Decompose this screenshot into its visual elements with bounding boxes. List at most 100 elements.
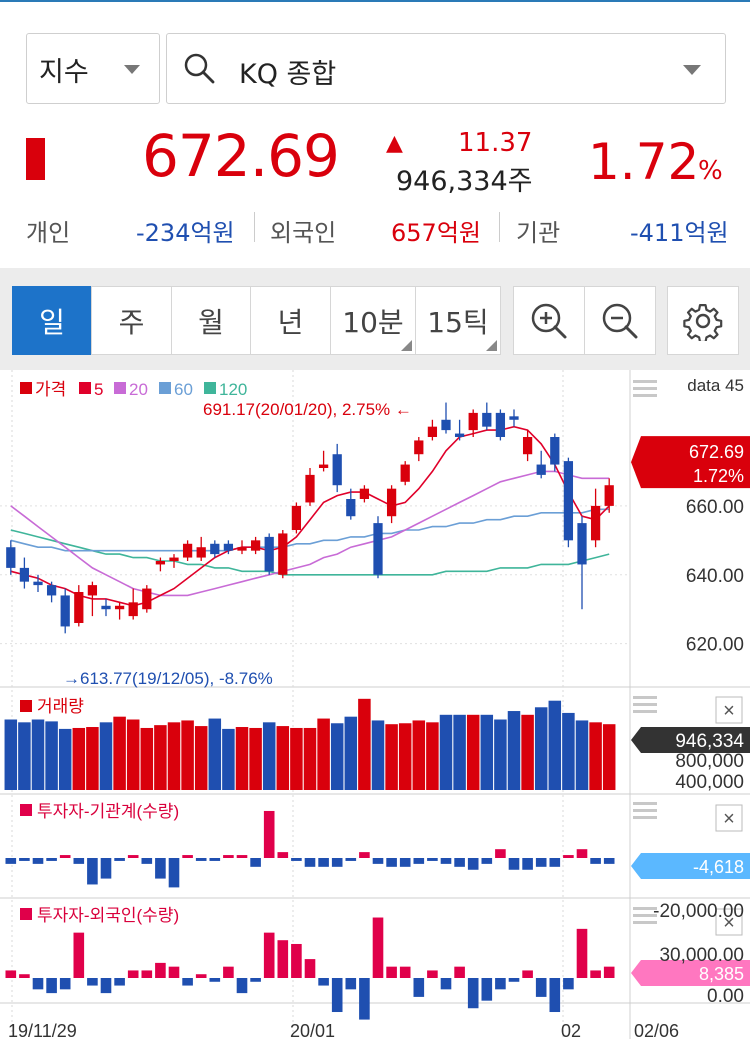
volume-bar[interactable] (262, 722, 276, 790)
investor-bar[interactable] (454, 858, 465, 867)
drag-handle-icon[interactable] (633, 921, 657, 924)
candle-body[interactable] (373, 523, 383, 575)
volume-bar[interactable] (398, 723, 412, 790)
investor-bar[interactable] (481, 858, 493, 864)
volume-bar[interactable] (45, 721, 58, 790)
investor-bar[interactable] (46, 858, 57, 861)
investor-bar[interactable] (127, 970, 139, 978)
investor-bar[interactable] (372, 858, 384, 864)
volume-bar[interactable] (371, 720, 385, 790)
investor-bar[interactable] (223, 855, 234, 858)
candle-body[interactable] (33, 581, 43, 586)
volume-bar[interactable] (276, 726, 290, 790)
volume-bar[interactable] (126, 719, 140, 791)
volume-bar[interactable] (154, 725, 167, 790)
investor-bar[interactable] (59, 855, 71, 858)
investor-bar[interactable] (590, 970, 601, 978)
candle-body[interactable] (223, 543, 234, 551)
investor-bar[interactable] (318, 858, 329, 867)
investor-bar[interactable] (549, 858, 561, 867)
investor-bar[interactable] (100, 978, 112, 994)
drag-handle-icon[interactable] (633, 387, 657, 390)
investor-bar[interactable] (168, 966, 180, 978)
volume-bar[interactable] (303, 727, 317, 790)
investor-bar[interactable] (563, 978, 574, 990)
investor-bar[interactable] (87, 858, 98, 885)
candle-body[interactable] (142, 588, 152, 610)
tab-day[interactable]: 일 (12, 286, 92, 355)
candle-body[interactable] (482, 412, 492, 427)
investor-bar[interactable] (195, 858, 207, 861)
volume-bar[interactable] (249, 727, 262, 790)
investor-bar[interactable] (250, 858, 261, 867)
investor-bar[interactable] (209, 858, 221, 861)
investor-bar[interactable] (372, 917, 384, 978)
volume-bar[interactable] (494, 719, 507, 791)
candle-body[interactable] (46, 585, 57, 596)
investor-bar[interactable] (535, 858, 547, 867)
investor-bar[interactable] (427, 858, 438, 861)
volume-bar[interactable] (194, 726, 208, 790)
candle-body[interactable] (577, 523, 587, 565)
candle-body[interactable] (101, 605, 111, 610)
close-volume-button[interactable] (715, 696, 743, 724)
investor-bar[interactable] (440, 858, 452, 864)
investor-bar[interactable] (359, 978, 370, 1020)
volume-bar[interactable] (426, 722, 439, 790)
investor-bar[interactable] (304, 858, 316, 867)
volume-bar[interactable] (534, 707, 548, 790)
volume-bar[interactable] (521, 714, 534, 790)
investor-bar[interactable] (603, 966, 615, 978)
investor-bar[interactable] (155, 962, 166, 978)
investor-bar[interactable] (114, 858, 125, 861)
candle-body[interactable] (400, 464, 410, 482)
investor-bar[interactable] (413, 858, 425, 864)
tab-month[interactable]: 월 (171, 286, 251, 355)
investor-bar[interactable] (195, 974, 207, 978)
volume-bar[interactable] (358, 698, 371, 790)
candle-body[interactable] (495, 412, 506, 437)
drag-handle-icon[interactable] (633, 802, 657, 805)
investor-bar[interactable] (223, 966, 234, 978)
investor-bar[interactable] (87, 978, 98, 986)
candle-body[interactable] (522, 437, 533, 455)
volume-bar[interactable] (181, 720, 194, 790)
candle-body[interactable] (6, 547, 16, 568)
candle-body[interactable] (414, 440, 424, 455)
candle-body[interactable] (441, 419, 451, 431)
investor-bar[interactable] (331, 978, 343, 1013)
investor-bar[interactable] (291, 943, 302, 978)
candle-body[interactable] (318, 464, 329, 468)
candle-body[interactable] (278, 533, 288, 575)
close-pane-button[interactable] (715, 908, 743, 936)
investor-bar[interactable] (5, 970, 17, 978)
investor-bar[interactable] (576, 928, 588, 978)
settings-button[interactable] (667, 286, 739, 355)
investor-bar[interactable] (182, 855, 193, 858)
candle-body[interactable] (128, 602, 138, 617)
volume-bar[interactable] (31, 719, 45, 791)
investor-bar[interactable] (277, 940, 289, 978)
drag-handle-icon[interactable] (633, 809, 657, 812)
investor-bar[interactable] (427, 970, 438, 978)
candle-body[interactable] (509, 416, 519, 420)
investor-bar[interactable] (522, 970, 533, 978)
investor-bar[interactable] (467, 978, 479, 1009)
tab-year[interactable]: 년 (250, 286, 331, 355)
candle-body[interactable] (291, 505, 302, 530)
drag-handle-icon[interactable] (633, 394, 657, 397)
investor-bar[interactable] (141, 858, 153, 864)
investor-bar[interactable] (236, 855, 248, 858)
investor-bar[interactable] (277, 852, 289, 858)
investor-bar[interactable] (19, 858, 30, 861)
volume-bar[interactable] (99, 722, 113, 790)
candle-body[interactable] (264, 536, 274, 572)
investor-bar[interactable] (359, 852, 370, 858)
candle-body[interactable] (169, 557, 179, 561)
candle-body[interactable] (563, 461, 574, 541)
investor-bar[interactable] (603, 858, 615, 864)
investor-bar[interactable] (495, 978, 506, 990)
investor-bar[interactable] (263, 810, 275, 858)
volume-bar[interactable] (58, 728, 72, 790)
volume-bar[interactable] (18, 722, 31, 790)
